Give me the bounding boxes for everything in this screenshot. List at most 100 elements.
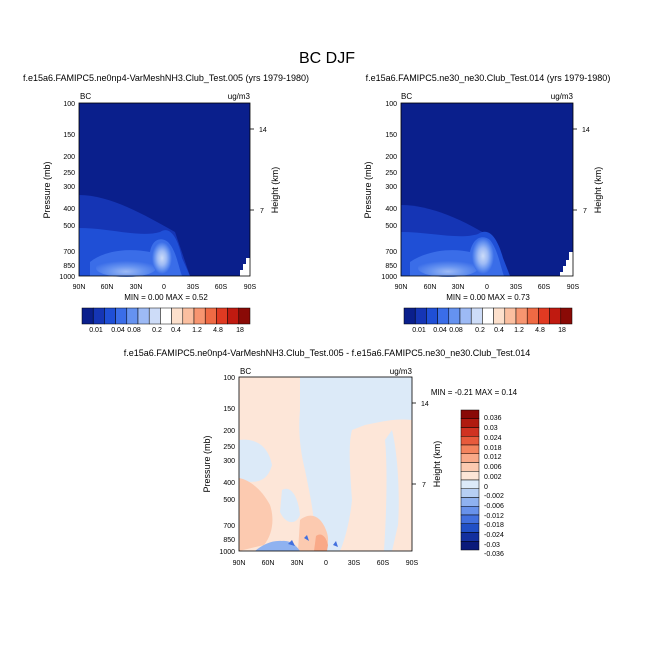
panel-2-left-label: BC bbox=[401, 92, 412, 101]
panel-2-ytick-250: 250 bbox=[385, 170, 397, 177]
panel-3-colorbar-swatch-13 bbox=[460, 523, 480, 533]
panel-1-colorbar-swatch-0 bbox=[81, 307, 94, 325]
panel-3-ytick-250: 250 bbox=[223, 444, 235, 451]
panel-1-ytick-400: 400 bbox=[63, 206, 75, 213]
panel-1-pool bbox=[96, 259, 156, 277]
panel-1-xtick-90n: 90N bbox=[73, 284, 86, 291]
panel-1-ytick-300: 300 bbox=[63, 184, 75, 191]
panel-2-stats: MIN = 0.00 MAX = 0.73 bbox=[446, 293, 530, 302]
panel-3-colorbar-swatch-10 bbox=[460, 497, 480, 507]
panel-1-y2-ticks: 14 7 bbox=[250, 127, 267, 215]
panel-3-colorbar-swatch-8 bbox=[460, 479, 480, 489]
panel-1-stats: MIN = 0.00 MAX = 0.52 bbox=[124, 293, 208, 302]
panel-3-cb-label-1: 0.03 bbox=[484, 425, 498, 432]
panel-2-colorbar bbox=[403, 307, 573, 325]
panel-1-colorbar-swatch-5 bbox=[137, 307, 150, 325]
panel-1-colorbar-swatch-11 bbox=[204, 307, 217, 325]
panel-1-colorbar-swatch-1 bbox=[92, 307, 105, 325]
panel-1-ylabel: Pressure (mb) bbox=[42, 161, 52, 218]
panel-2-field bbox=[400, 102, 574, 277]
panel-1-ytick-700: 700 bbox=[63, 249, 75, 256]
panel-3-blue-upper-band bbox=[299, 377, 412, 551]
panel-3-colorbar-swatch-7 bbox=[460, 471, 480, 481]
panel-3-y2label: Height (km) bbox=[432, 441, 442, 488]
panel-2-xtick-90s: 90S bbox=[567, 284, 580, 291]
panel-2-colorbar-swatch-14 bbox=[560, 307, 573, 325]
panel-1-field bbox=[78, 102, 251, 277]
panel-2-colorbar-swatch-13 bbox=[549, 307, 562, 325]
panel-1-colorbar-labels: 0.01 0.04 0.08 0.2 0.4 1.2 4.8 18 bbox=[89, 327, 244, 334]
panel-1-colorbar bbox=[81, 307, 251, 325]
panel-3-xtick-30s: 30S bbox=[348, 560, 361, 567]
panel-1-xtick-30n: 30N bbox=[130, 284, 143, 291]
panel-3-left-label: BC bbox=[240, 367, 251, 376]
panel-3-colorbar-swatch-2 bbox=[460, 427, 480, 437]
panel-1-ytick-500: 500 bbox=[63, 223, 75, 230]
panel-3-xtick-60s: 60S bbox=[377, 560, 390, 567]
panel-3-units: ug/m3 bbox=[390, 367, 413, 376]
panel-3-cb-label-5: 0.006 bbox=[484, 464, 502, 471]
panel-1-ytick-200: 200 bbox=[63, 154, 75, 161]
panel-2-ytick-150: 150 bbox=[385, 132, 397, 139]
panel-3-ytick-700: 700 bbox=[223, 523, 235, 530]
panel-3-blue-right-strip bbox=[384, 430, 399, 551]
panel-1-colorbar-swatch-13 bbox=[227, 307, 240, 325]
panel-2-cb-label-6: 4.8 bbox=[535, 327, 545, 334]
panel-3-cb-label-6: 0.002 bbox=[484, 474, 502, 481]
panel-3-colorbar-swatch-5 bbox=[460, 453, 480, 463]
panel-2-y2tick-7: 7 bbox=[583, 208, 587, 215]
panel-3-ytick-1000: 1000 bbox=[219, 549, 235, 556]
panel-3-frame bbox=[238, 376, 413, 552]
panel-1-cb-label-4: 0.4 bbox=[171, 327, 181, 334]
panel-1-mask bbox=[240, 258, 250, 276]
panel-1-xtick-60s: 60S bbox=[215, 284, 228, 291]
panel-2-pool bbox=[418, 259, 478, 277]
panel-3-cb-label-0: 0.036 bbox=[484, 415, 502, 422]
panel-1-y2tick-14: 14 bbox=[259, 127, 267, 134]
panel-1-colorbar-swatch-12 bbox=[216, 307, 228, 325]
panel-3-xtick-60n: 60N bbox=[262, 560, 275, 567]
panel-1-xtick-0: 0 bbox=[162, 284, 166, 291]
panel-3-cb-label-10: -0.012 bbox=[484, 513, 504, 520]
page-title: BC DJF bbox=[299, 50, 355, 67]
panel-3-y2tick-7: 7 bbox=[422, 482, 426, 489]
panel-3-colorbar-swatch-4 bbox=[460, 444, 480, 454]
panel-1-colorbar-swatch-10 bbox=[193, 307, 206, 325]
panel-2-colorbar-swatch-1 bbox=[414, 307, 427, 325]
panel-3-colorbar-swatch-3 bbox=[460, 436, 480, 446]
panel-3-red-hotspot bbox=[314, 534, 328, 551]
panel-3-xtick-0: 0 bbox=[324, 560, 328, 567]
panel-3-blue-left-patch bbox=[239, 439, 272, 482]
panel-3-colorbar-labels: 0.036 0.03 0.024 0.018 0.012 0.006 0.002… bbox=[484, 415, 504, 558]
panel-2-ytick-850: 850 bbox=[385, 263, 397, 270]
panel-2-ytick-100: 100 bbox=[385, 101, 397, 108]
panel-3-title: f.e15a6.FAMIPC5.ne0np4-VarMeshNH3.Club_T… bbox=[124, 348, 531, 358]
panel-2-mask bbox=[560, 252, 573, 276]
panel-2-colorbar-swatch-10 bbox=[515, 307, 528, 325]
panel-1-units: ug/m3 bbox=[228, 92, 251, 101]
panel-2-ytick-1000: 1000 bbox=[381, 274, 397, 281]
panel-2-colorbar-swatch-8 bbox=[493, 307, 506, 325]
panel-2-xtick-0: 0 bbox=[485, 284, 489, 291]
panel-1-cb-label-7: 18 bbox=[236, 327, 244, 334]
panel-2-ytick-200: 200 bbox=[385, 154, 397, 161]
panel-1-cb-label-3: 0.2 bbox=[152, 327, 162, 334]
panel-2-y-ticks: 100 150 200 250 300 400 500 700 850 1000 bbox=[381, 101, 397, 281]
panel-3-cb-label-8: -0.002 bbox=[484, 493, 504, 500]
panel-2-colorbar-swatch-0 bbox=[403, 307, 416, 325]
panel-2-ylabel: Pressure (mb) bbox=[363, 161, 373, 218]
panel-2-hotspot bbox=[472, 238, 494, 274]
panel-2-units: ug/m3 bbox=[551, 92, 574, 101]
panel-1-ytick-100: 100 bbox=[63, 101, 75, 108]
panel-3-cb-label-4: 0.012 bbox=[484, 454, 502, 461]
panel-2-y2-ticks: 14 7 bbox=[573, 127, 590, 215]
panel-2-colorbar-swatch-4 bbox=[448, 307, 461, 325]
panel-2-colorbar-swatch-12 bbox=[538, 307, 550, 325]
panel-2-x-ticks: 90N 60N 30N 0 30S 60S 90S bbox=[395, 284, 580, 291]
panel-3-colorbar-swatch-14 bbox=[460, 532, 480, 542]
panel-2-xtick-30s: 30S bbox=[510, 284, 523, 291]
panel-3-cb-label-12: -0.024 bbox=[484, 532, 504, 539]
panel-2-colorbar-swatch-3 bbox=[437, 307, 450, 325]
panel-3-ytick-400: 400 bbox=[223, 480, 235, 487]
